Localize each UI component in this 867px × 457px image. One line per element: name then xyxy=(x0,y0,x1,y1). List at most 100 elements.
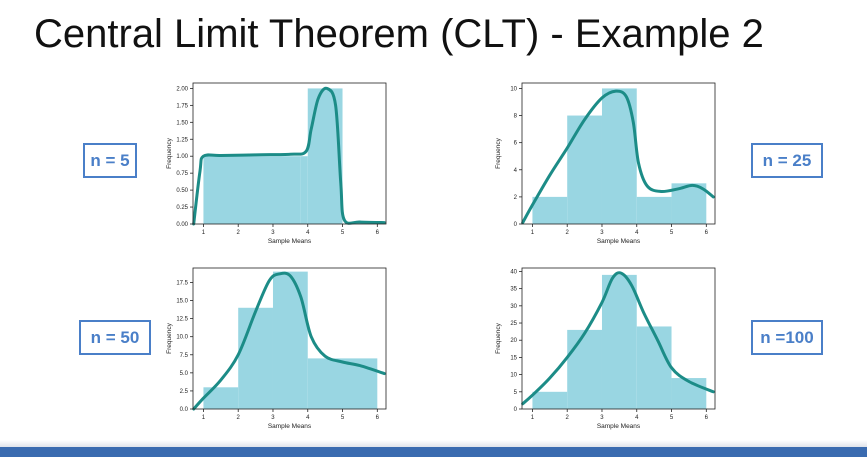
x-axis-label-n50: Sample Means xyxy=(268,423,312,430)
x-tick-label-n5-0: 1 xyxy=(202,230,206,236)
bar-n50-2 xyxy=(272,271,308,409)
chart-panel-n100: 1 2 3 4 5 6 0 5 10 15 20 25 30 35 40 Sample Means Freque… xyxy=(494,263,734,433)
x-tick-label-n5-1: 2 xyxy=(237,230,241,236)
y-tick-label-n50-3: 7.5 xyxy=(180,353,189,359)
y-tick-label-n5-1: 0.25 xyxy=(176,205,188,211)
x-tick-label-n100-2: 3 xyxy=(600,415,604,421)
plot-frame-n25 xyxy=(521,82,716,225)
histogram-n25: 1 2 3 4 5 6 0 2 4 6 8 10 Sample Means Frequency xyxy=(495,82,716,245)
x-tick-label-n100-3: 4 xyxy=(635,415,639,421)
y-tick-label-n25-5: 10 xyxy=(510,86,517,92)
x-axis-label-n100: Sample Means xyxy=(597,423,641,430)
plot-frame-n5 xyxy=(192,82,387,225)
y-tick-label-n100-8: 40 xyxy=(510,269,517,275)
y-tick-label-n25-4: 8 xyxy=(514,114,518,120)
sample-size-label-n50: n = 50 xyxy=(79,320,151,355)
x-tick-label-n5-5: 6 xyxy=(376,230,380,236)
bar-n50-3 xyxy=(307,358,378,409)
y-axis-label-n100: Frequency xyxy=(495,322,502,353)
bar-n100-0 xyxy=(532,391,568,409)
x-tick-label-n100-1: 2 xyxy=(566,415,570,421)
y-axis-label-n25: Frequency xyxy=(495,137,502,168)
x-tick-label-n5-3: 4 xyxy=(306,230,310,236)
sample-size-label-n5: n = 5 xyxy=(83,143,137,178)
y-tick-label-n5-6: 1.50 xyxy=(176,120,188,126)
x-tick-label-n50-4: 5 xyxy=(341,415,345,421)
x-tick-label-n25-0: 1 xyxy=(531,230,535,236)
bar-n50-0 xyxy=(203,387,239,409)
kde-curve-n100 xyxy=(521,271,715,406)
y-tick-label-n100-0: 0 xyxy=(514,407,518,413)
bar-n100-3 xyxy=(636,326,672,409)
x-axis-label-n5: Sample Means xyxy=(268,238,312,245)
x-tick-label-n50-0: 1 xyxy=(202,415,206,421)
bar-n100-1 xyxy=(567,329,602,409)
x-tick-label-n50-1: 2 xyxy=(237,415,241,421)
y-tick-label-n50-1: 2.5 xyxy=(180,389,189,395)
x-tick-label-n50-2: 3 xyxy=(271,415,275,421)
chart-panel-n25: 1 2 3 4 5 6 0 2 4 6 8 10 Sample Means Frequency xyxy=(494,78,734,248)
kde-curve-n50 xyxy=(192,271,386,411)
x-tick-label-n25-5: 6 xyxy=(705,230,709,236)
bar-n5-1 xyxy=(300,156,308,224)
y-tick-label-n25-1: 2 xyxy=(514,195,518,201)
x-tick-label-n25-4: 5 xyxy=(670,230,674,236)
bar-n5-0 xyxy=(203,156,301,224)
x-tick-label-n5-2: 3 xyxy=(271,230,275,236)
bar-n25-0 xyxy=(532,196,568,224)
bar-n25-3 xyxy=(636,196,672,224)
plot-frame-n100 xyxy=(521,267,716,410)
y-tick-label-n5-8: 2.00 xyxy=(176,86,188,92)
y-tick-label-n25-2: 4 xyxy=(514,168,518,174)
y-tick-label-n25-3: 6 xyxy=(514,141,518,147)
histogram-n50: 1 2 3 4 5 6 0.0 2.5 5.0 7.5 10.0 12.5 15.0 17.5 Sample… xyxy=(166,267,387,430)
y-tick-label-n100-5: 25 xyxy=(510,321,517,327)
chart-panel-n50: 1 2 3 4 5 6 0.0 2.5 5.0 7.5 10.0 12.5 15.0 17.5 Sample… xyxy=(165,263,405,433)
bar-n25-1 xyxy=(567,115,602,224)
y-axis-label-n50: Frequency xyxy=(166,322,173,353)
x-tick-label-n25-3: 4 xyxy=(635,230,639,236)
y-tick-label-n5-2: 0.50 xyxy=(176,188,188,194)
histogram-n100: 1 2 3 4 5 6 0 5 10 15 20 25 30 35 40 Sample Means Freque… xyxy=(495,267,716,430)
y-tick-label-n50-4: 10.0 xyxy=(176,335,188,341)
y-tick-label-n100-6: 30 xyxy=(510,304,517,310)
bottom-shadow xyxy=(0,440,867,447)
kde-curve-n25 xyxy=(521,89,715,225)
y-tick-label-n25-0: 0 xyxy=(514,222,518,228)
sample-size-label-n100: n =100 xyxy=(751,320,823,355)
plot-frame-n50 xyxy=(192,267,387,410)
x-tick-label-n100-5: 6 xyxy=(705,415,709,421)
y-tick-label-n50-2: 5.0 xyxy=(180,371,189,377)
y-tick-label-n5-4: 1.00 xyxy=(176,154,188,160)
y-axis-label-n5: Frequency xyxy=(166,137,173,168)
bar-n50-1 xyxy=(238,307,273,409)
y-tick-label-n50-0: 0.0 xyxy=(180,407,189,413)
y-tick-label-n5-3: 0.75 xyxy=(176,171,188,177)
y-tick-label-n100-1: 5 xyxy=(514,390,518,396)
x-tick-label-n50-3: 4 xyxy=(306,415,310,421)
sample-size-label-n25: n = 25 xyxy=(751,143,823,178)
y-tick-label-n5-7: 1.75 xyxy=(176,103,188,109)
x-tick-label-n5-4: 5 xyxy=(341,230,345,236)
x-tick-label-n100-4: 5 xyxy=(670,415,674,421)
y-tick-label-n50-5: 12.5 xyxy=(176,317,188,323)
x-tick-label-n25-1: 2 xyxy=(566,230,570,236)
x-tick-label-n50-5: 6 xyxy=(376,415,380,421)
y-tick-label-n100-4: 20 xyxy=(510,338,517,344)
y-tick-label-n100-2: 10 xyxy=(510,373,517,379)
y-tick-label-n100-7: 35 xyxy=(510,287,517,293)
x-axis-label-n25: Sample Means xyxy=(597,238,641,245)
x-tick-label-n100-0: 1 xyxy=(531,415,535,421)
slide-title: Central Limit Theorem (CLT) - Example 2 xyxy=(34,12,764,56)
chart-panel-n5: 1 2 3 4 5 6 0.00 0.25 0.50 0.75 1.00 1.25 1.50 1.75 2.… xyxy=(165,78,405,248)
y-tick-label-n50-6: 15.0 xyxy=(176,299,188,305)
bottom-bar xyxy=(0,447,867,457)
y-tick-label-n5-0: 0.00 xyxy=(176,222,188,228)
x-tick-label-n25-2: 3 xyxy=(600,230,604,236)
bar-n100-2 xyxy=(601,274,637,409)
y-tick-label-n100-3: 15 xyxy=(510,355,517,361)
histogram-n5: 1 2 3 4 5 6 0.00 0.25 0.50 0.75 1.00 1.25 1.50 1.75 2.… xyxy=(166,82,387,245)
y-tick-label-n50-7: 17.5 xyxy=(176,280,188,286)
kde-curve-n5 xyxy=(192,86,386,226)
y-tick-label-n5-5: 1.25 xyxy=(176,137,188,143)
